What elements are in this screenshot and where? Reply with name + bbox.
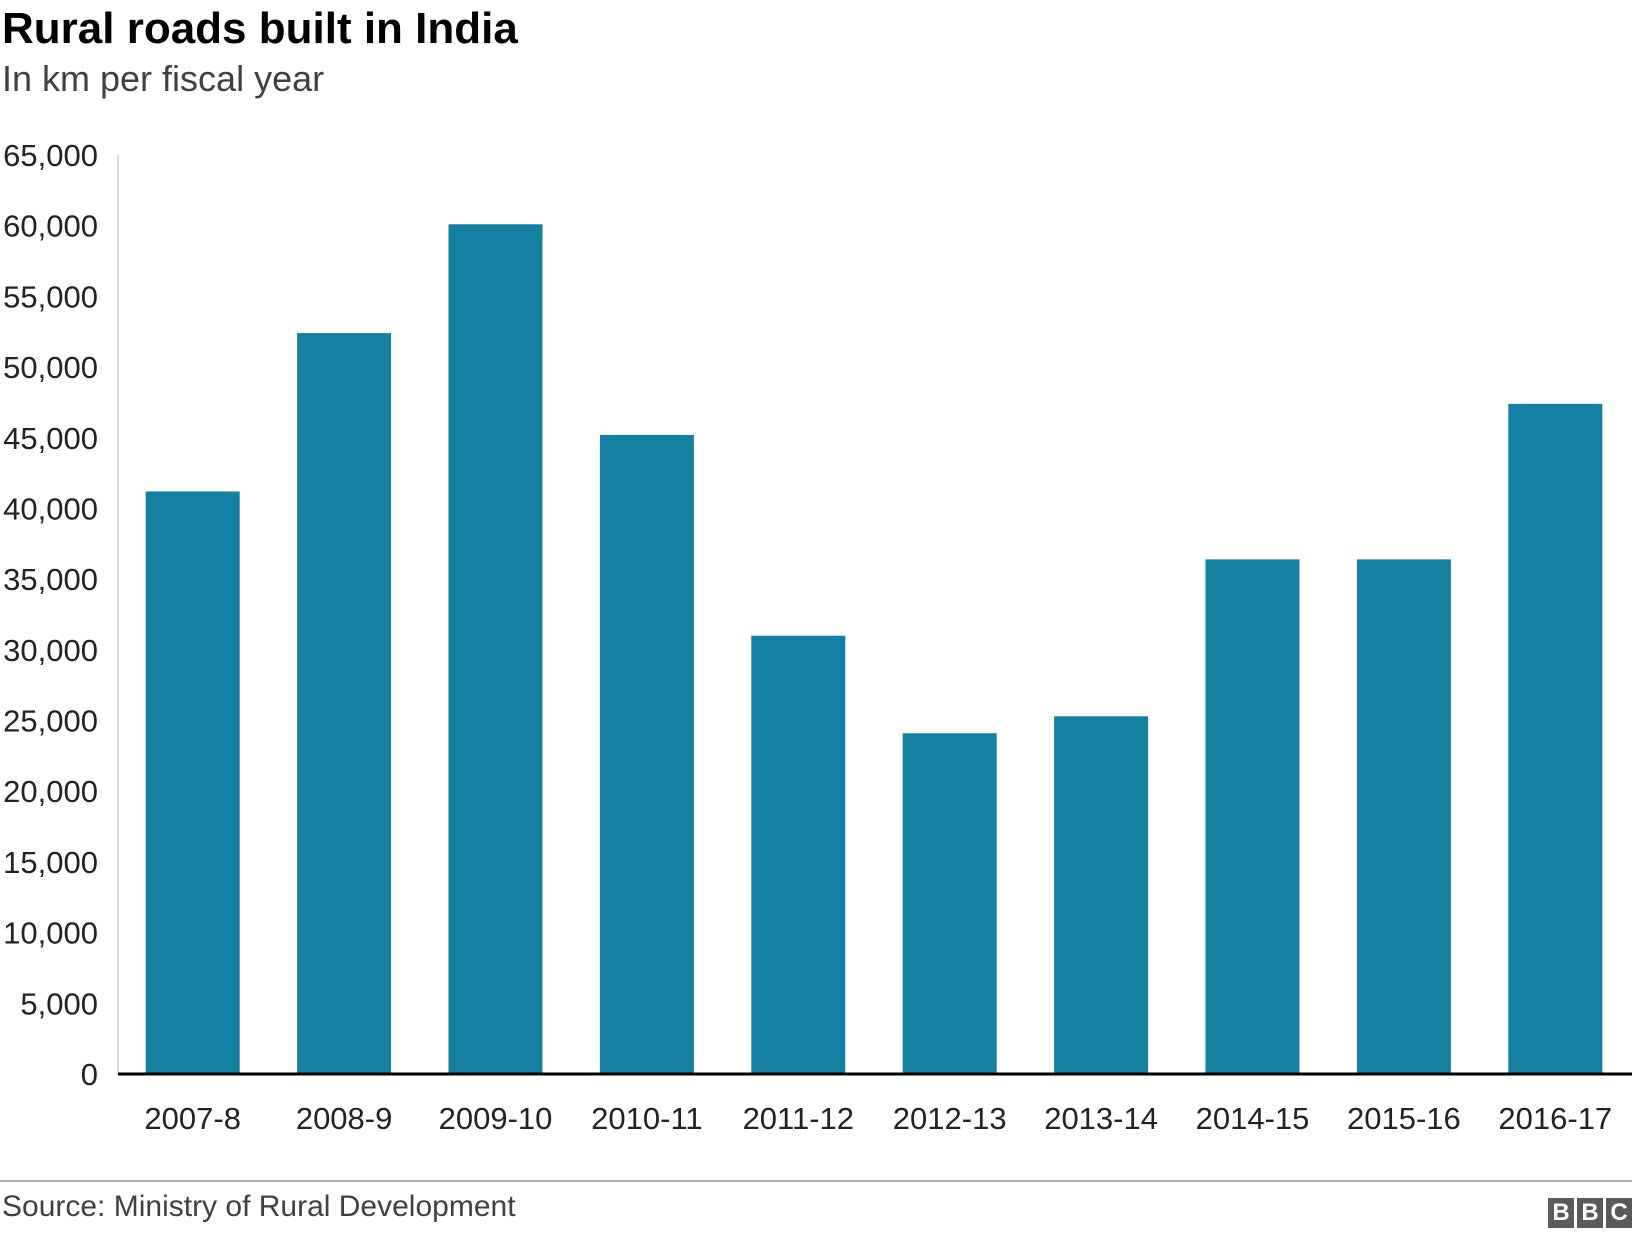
y-tick-label: 30,000: [3, 633, 98, 668]
y-tick-label: 65,000: [3, 138, 98, 173]
footer-divider: [0, 1180, 1632, 1182]
bar-2008-9: [297, 333, 392, 1074]
source-note: Source: Ministry of Rural Development: [2, 1190, 516, 1223]
x-tick-label: 2015-16: [1347, 1101, 1461, 1136]
y-tick-label: 0: [81, 1057, 98, 1092]
y-tick-label: 55,000: [3, 279, 98, 314]
chart-title: Rural roads built in India: [2, 4, 518, 53]
x-tick-label: 2007-8: [144, 1101, 241, 1136]
y-tick-label: 25,000: [3, 704, 98, 739]
y-tick-label: 50,000: [3, 350, 98, 385]
bbc-logo-block-3: C: [1606, 1198, 1632, 1228]
y-tick-label: 45,000: [3, 421, 98, 456]
y-tick-label: 5,000: [20, 986, 98, 1021]
y-tick-label: 15,000: [3, 845, 98, 880]
x-tick-label: 2008-9: [296, 1101, 393, 1136]
x-tick-label: 2010-11: [591, 1101, 702, 1136]
bar-2009-10: [448, 224, 543, 1075]
bar-2012-13: [902, 733, 997, 1074]
x-tick-label: 2012-13: [893, 1101, 1007, 1136]
bbc-logo-block-1: B: [1548, 1198, 1574, 1228]
bbc-logo: B B C: [1548, 1198, 1632, 1228]
y-tick-label: 35,000: [3, 562, 98, 597]
bar-chart: 0 5,000 10,000 15,000 20,000 25,000 30,000 35,0…: [3, 138, 1632, 1136]
x-tick-label: 2009-10: [439, 1101, 553, 1136]
bar-2013-14: [1054, 716, 1149, 1074]
x-tick-label: 2011-12: [743, 1101, 854, 1136]
y-tick-label: 60,000: [3, 209, 98, 244]
x-tick-label: 2014-15: [1196, 1101, 1310, 1136]
bbc-logo-block-2: B: [1577, 1198, 1603, 1228]
y-tick-label: 20,000: [3, 774, 98, 809]
chart-subtitle: In km per fiscal year: [2, 58, 325, 99]
bar-2014-15: [1205, 559, 1300, 1074]
y-tick-label: 40,000: [3, 491, 98, 526]
x-tick-label: 2016-17: [1498, 1101, 1612, 1136]
bar-2015-16: [1356, 559, 1451, 1074]
x-tick-label: 2013-14: [1044, 1101, 1158, 1136]
y-tick-label: 10,000: [3, 916, 98, 951]
bar-2010-11: [599, 434, 694, 1074]
bar-2007-8: [145, 491, 240, 1075]
bar-2016-17: [1508, 403, 1603, 1074]
bar-2011-12: [751, 635, 846, 1074]
